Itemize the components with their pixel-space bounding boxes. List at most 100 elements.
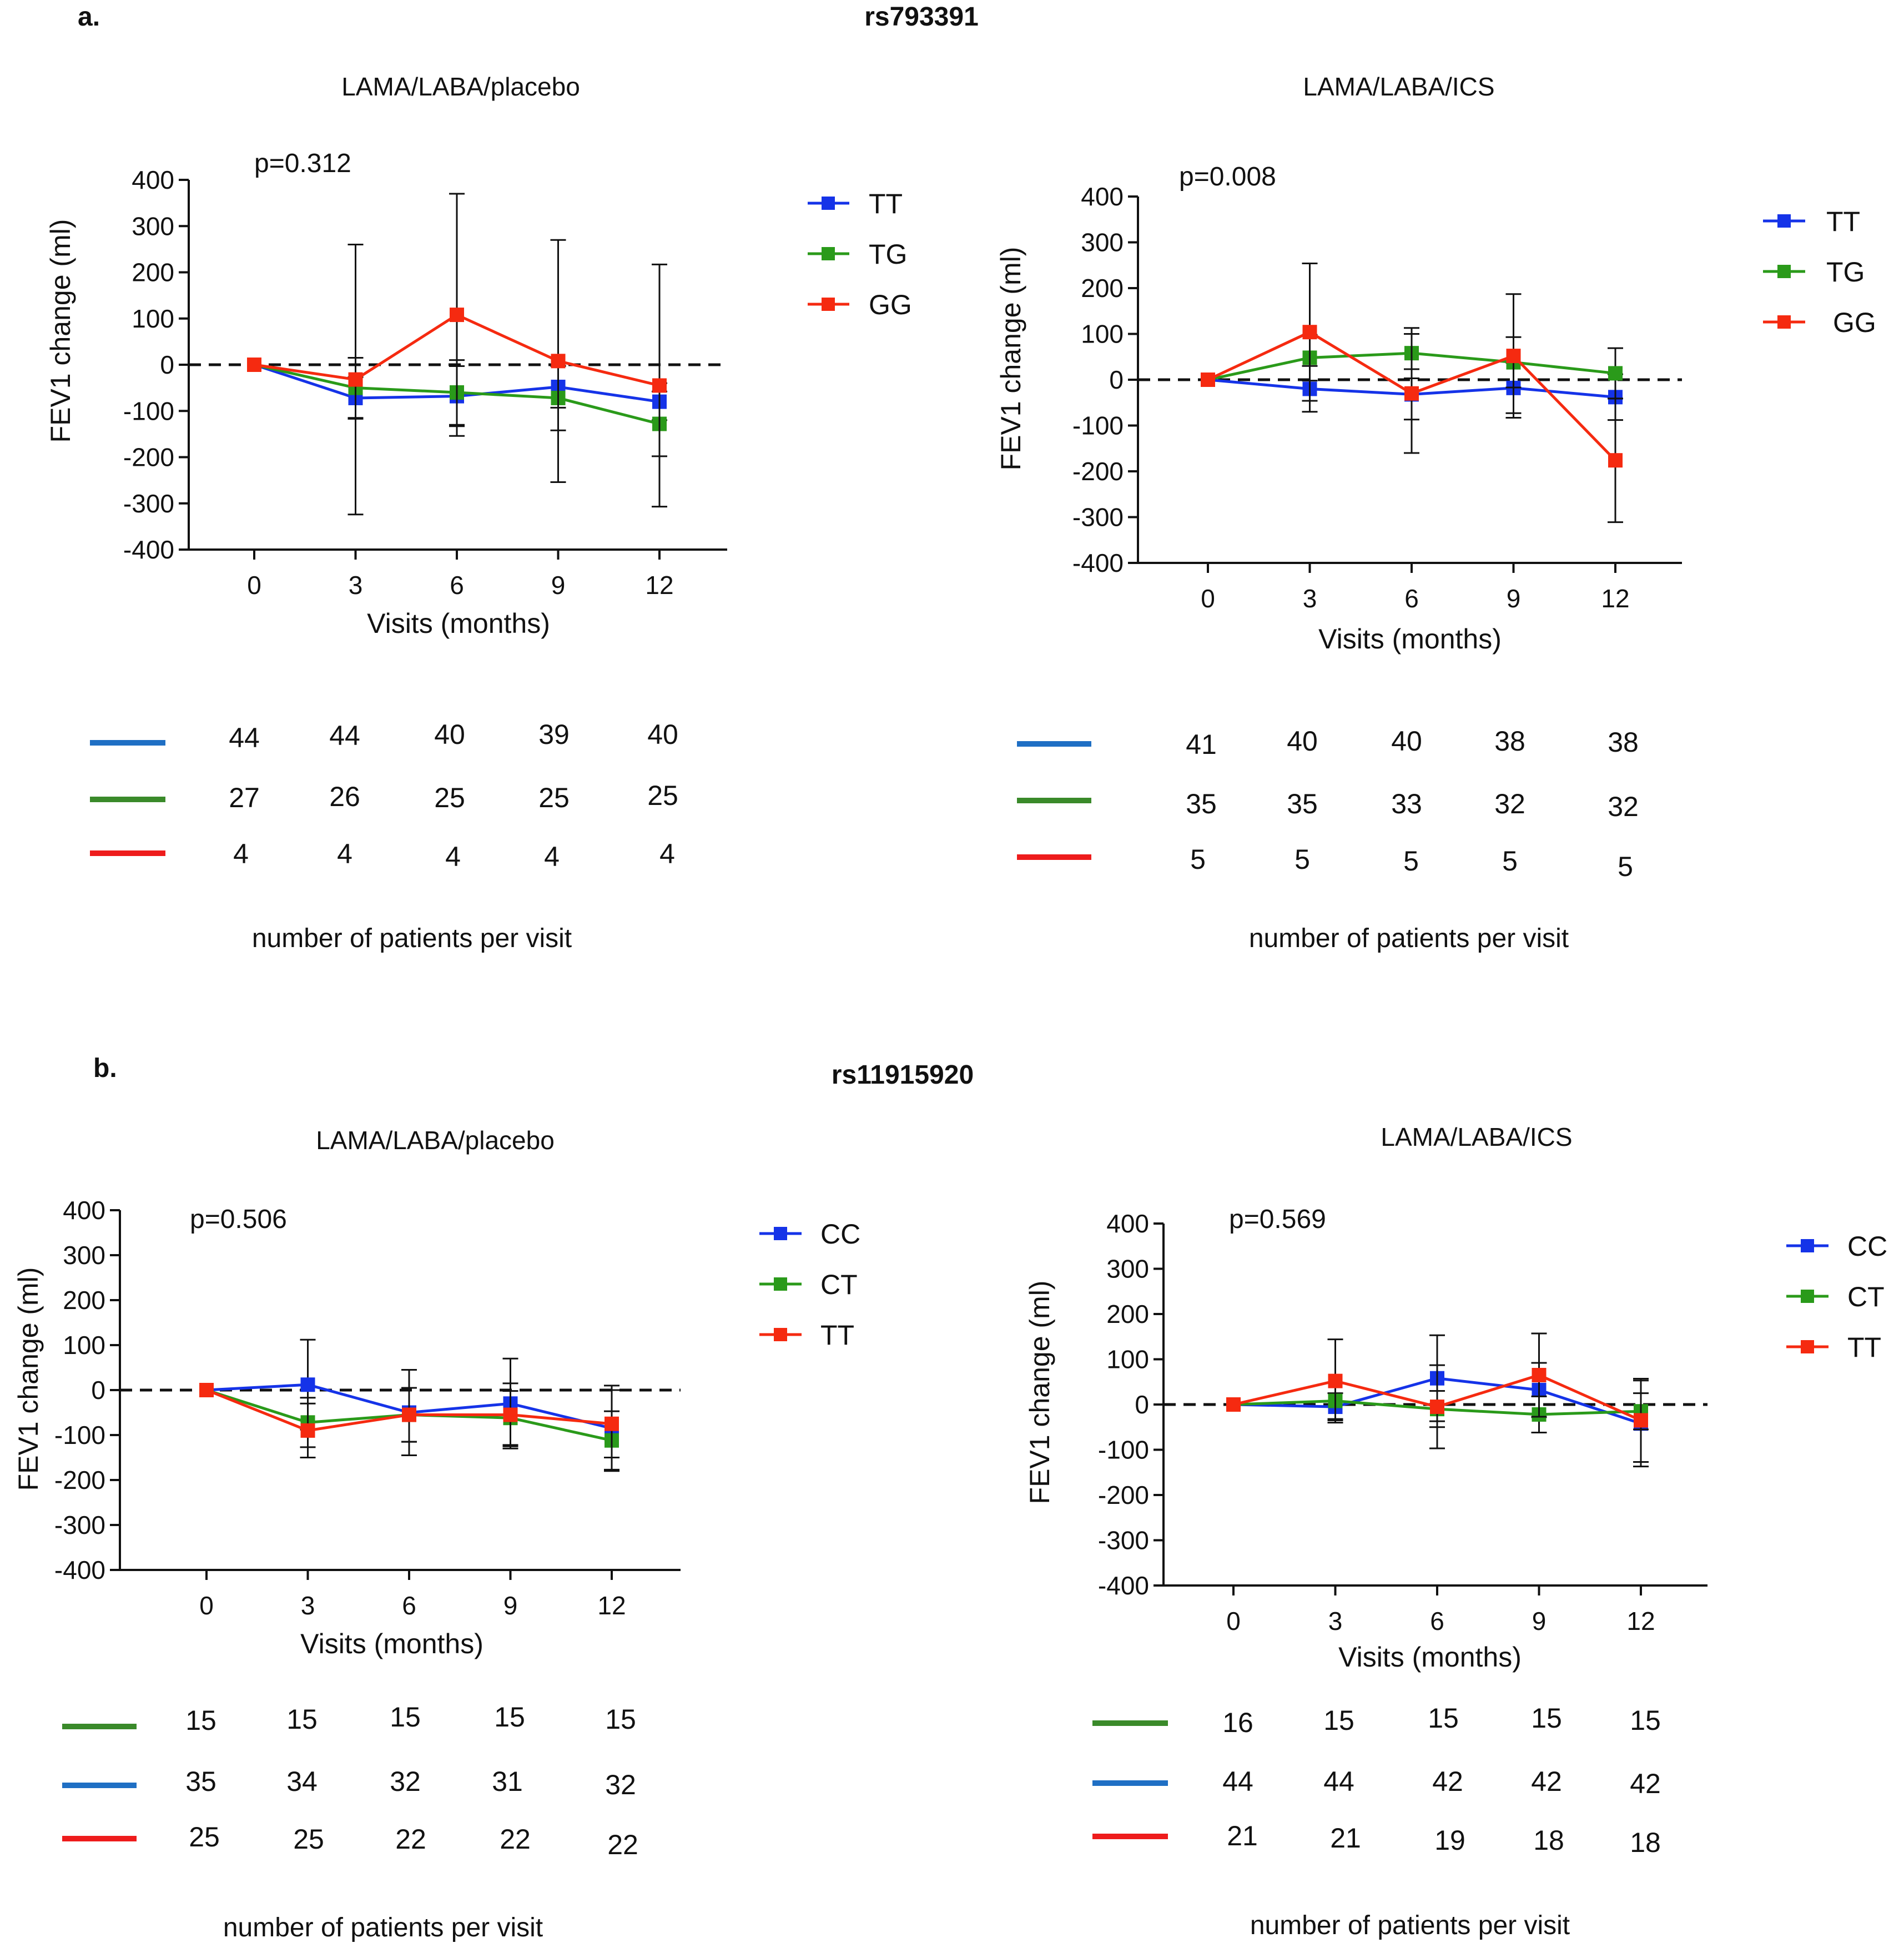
data-point <box>1328 1373 1343 1388</box>
data-point <box>1404 386 1419 401</box>
y-tick-label: -200 <box>1072 457 1124 486</box>
y-tick-label: 300 <box>1081 228 1124 257</box>
legend-label-series1: CC <box>1847 1231 1887 1262</box>
count-cell: 44 <box>1222 1766 1253 1797</box>
y-axis-label: FEV1 change (ml) <box>13 1267 44 1491</box>
count-cell: 21 <box>1227 1820 1258 1851</box>
count-cell: 15 <box>1323 1705 1354 1736</box>
count-cell: 4 <box>445 841 461 872</box>
count-cell: 25 <box>293 1824 324 1855</box>
count-cell: 15 <box>390 1702 421 1733</box>
section-a-snp: rs793391 <box>864 2 979 32</box>
counts-caption: number of patients per visit <box>252 924 572 953</box>
y-tick-label: -100 <box>1072 411 1124 440</box>
legend-label-series1: CC <box>820 1219 860 1250</box>
count-cell: 5 <box>1403 845 1419 877</box>
data-point <box>1608 453 1623 468</box>
count-cell: 16 <box>1222 1707 1253 1738</box>
y-tick-label: 0 <box>91 1376 105 1405</box>
legend-label-series3: GG <box>1833 307 1876 338</box>
x-tick-label: 12 <box>1601 584 1629 613</box>
y-tick-label: 200 <box>132 258 174 287</box>
data-point <box>551 354 566 369</box>
data-point <box>1430 1400 1444 1415</box>
count-cell: 27 <box>229 782 260 813</box>
legend: TT TG GG <box>1763 206 1876 338</box>
y-tick-label: 300 <box>63 1241 105 1270</box>
count-cell: 15 <box>1630 1705 1661 1736</box>
legend-marker-series3 <box>822 298 835 311</box>
x-tick-label: 12 <box>1626 1607 1655 1635</box>
x-axis-label: Visits (months) <box>300 1628 483 1659</box>
count-cell: 21 <box>1330 1823 1361 1854</box>
data-point <box>605 1416 619 1431</box>
counts-table: 16 15 15 15 15 44 44 42 42 42 21 21 19 1… <box>1092 1703 1661 1940</box>
legend-marker-series1 <box>822 197 835 210</box>
count-cell: 5 <box>1502 845 1518 877</box>
legend-label-series3: TT <box>820 1320 854 1351</box>
x-tick-label: 6 <box>450 571 464 600</box>
legend-label-series2: CT <box>1847 1281 1885 1312</box>
legend-marker-series2 <box>822 247 835 260</box>
legend: CC CT TT <box>1786 1231 1887 1363</box>
x-tick-label: 0 <box>199 1591 214 1620</box>
count-cell: 44 <box>329 720 360 751</box>
counts-table: 41 40 40 38 38 35 35 33 32 32 5 5 5 5 5 … <box>1017 726 1639 953</box>
count-cell: 25 <box>647 780 678 811</box>
data-point <box>300 1423 315 1438</box>
y-tick-label: -400 <box>1098 1571 1149 1600</box>
legend-label-series3: GG <box>869 289 912 320</box>
panel-b-placebo: LAMA/LABA/placebo p=0.506 400 300 200 100 0 -… <box>13 1126 860 1942</box>
count-cell: 38 <box>1494 726 1525 757</box>
count-cell: 32 <box>1608 791 1639 822</box>
y-axis-label: FEV1 change (ml) <box>1024 1281 1055 1504</box>
data-point <box>503 1407 518 1422</box>
legend-marker-series1 <box>774 1227 787 1240</box>
count-cell: 33 <box>1391 788 1422 819</box>
legend: TT TG GG <box>808 188 912 320</box>
count-cell: 5 <box>1190 844 1206 875</box>
legend-marker-series1 <box>1777 214 1791 228</box>
y-tick-label: -100 <box>123 396 174 425</box>
count-cell: 15 <box>1428 1703 1459 1734</box>
count-cell: 4 <box>233 838 249 869</box>
x-tick-label: 12 <box>597 1591 626 1620</box>
count-cell: 34 <box>286 1766 318 1797</box>
legend-marker-series3 <box>774 1328 787 1341</box>
legend-label-series1: TT <box>869 188 903 219</box>
series-tt <box>1226 1332 1649 1463</box>
legend-label-series2: CT <box>820 1269 858 1300</box>
y-tick-label: -200 <box>54 1466 105 1494</box>
data-point <box>1608 366 1623 381</box>
p-value: p=0.569 <box>1229 1205 1326 1234</box>
legend-label-series3: TT <box>1847 1332 1881 1363</box>
x-tick-label: 0 <box>1226 1607 1241 1635</box>
y-axis-label: FEV1 change (ml) <box>45 219 76 443</box>
y-tick-label: -300 <box>1098 1526 1149 1555</box>
count-cell: 44 <box>229 722 260 753</box>
count-cell: 25 <box>189 1821 220 1853</box>
data-point <box>450 308 464 323</box>
x-tick-label: 6 <box>402 1591 416 1620</box>
y-axis-label: FEV1 change (ml) <box>995 247 1026 471</box>
y-tick-label: 100 <box>1081 320 1124 349</box>
y-tick-label: 0 <box>1109 365 1124 394</box>
x-tick-label: 3 <box>1303 584 1317 613</box>
counts-caption: number of patients per visit <box>223 1913 543 1942</box>
count-cell: 41 <box>1186 729 1217 760</box>
count-cell: 19 <box>1434 1825 1465 1856</box>
counts-table: 44 44 40 39 40 27 26 25 25 25 4 4 4 4 4 … <box>90 719 678 953</box>
series-tt <box>199 1382 619 1458</box>
x-tick-label: 3 <box>349 571 363 600</box>
panel-a-ics: LAMA/LABA/ICS p=0.008 4003002001000-100-… <box>995 72 1876 953</box>
data-point <box>348 372 363 387</box>
counts-caption: number of patients per visit <box>1249 924 1569 953</box>
legend-label-series1: TT <box>1826 206 1860 237</box>
legend-label-series2: TG <box>1826 256 1865 288</box>
y-tick-label: -400 <box>54 1556 105 1584</box>
y-tick-label: -400 <box>1072 548 1124 577</box>
x-tick-label: 9 <box>1507 584 1521 613</box>
count-cell: 15 <box>494 1702 525 1733</box>
p-value: p=0.312 <box>254 149 351 178</box>
